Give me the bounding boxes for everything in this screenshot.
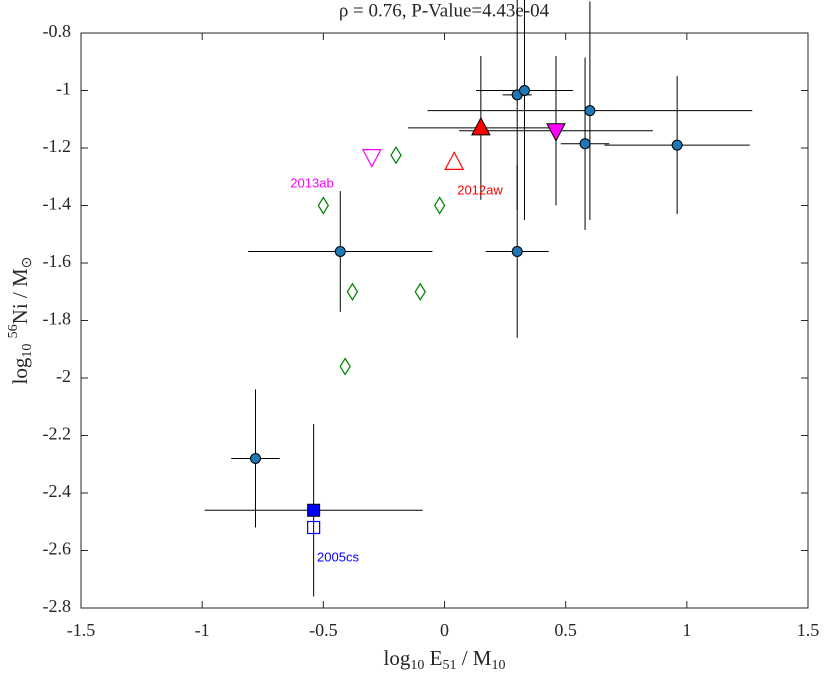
- y-tick-label: -2.4: [43, 481, 72, 501]
- point: [414, 282, 426, 301]
- point: [346, 282, 359, 301]
- x-axis-label-part: log: [384, 646, 411, 670]
- x-axis-label: log10 E51 / M10: [384, 646, 506, 673]
- y-tick-label: -1: [56, 79, 71, 99]
- x-axis-label-part: / M: [456, 646, 491, 670]
- y-axis-label-part: 56: [6, 324, 21, 338]
- point: [584, 105, 596, 117]
- point: [671, 139, 683, 151]
- chart-title: ρ = 0.76, P-Value=4.43e-04: [339, 0, 550, 21]
- y-tick-label: -0.8: [43, 21, 72, 41]
- x-axis-label-part: 10: [491, 658, 505, 673]
- point: [249, 453, 261, 464]
- y-axis-label-part: ⊙: [20, 257, 35, 269]
- y-tick-label: -2.8: [43, 596, 72, 616]
- y-tick-label: -2.2: [43, 424, 72, 444]
- y-tick-label: -2: [56, 366, 71, 386]
- x-tick-label: 1.5: [797, 620, 820, 640]
- point: [433, 196, 446, 215]
- annotation: 2013ab: [290, 175, 333, 190]
- x-axis-label-part: E: [424, 646, 442, 670]
- point: [339, 357, 351, 376]
- y-tick-label: -1.8: [43, 309, 72, 329]
- point: [579, 138, 591, 150]
- y-tick-label: -1.4: [43, 194, 72, 214]
- x-axis-label-part: 51: [442, 658, 456, 673]
- point: [390, 146, 402, 165]
- annotation: 2012aw: [457, 182, 503, 197]
- y-axis-label-part: Ni / M: [8, 268, 32, 324]
- x-tick-label: -0.5: [309, 620, 338, 640]
- x-tick-label: 0: [440, 620, 449, 640]
- y-axis-label-part: 10: [20, 344, 35, 358]
- point: [511, 246, 523, 257]
- annotation: 2005cs: [317, 549, 359, 564]
- point: [546, 123, 566, 142]
- x-axis-label-part: 10: [410, 658, 424, 673]
- y-axis-label: log10 56Ni / M⊙: [6, 257, 35, 385]
- y-tick-label: -2.6: [43, 539, 72, 559]
- point: [307, 503, 321, 517]
- point: [518, 85, 530, 96]
- x-tick-label: 0.5: [554, 620, 577, 640]
- x-tick-label: -1.5: [67, 620, 96, 640]
- x-tick-label: 1: [682, 620, 691, 640]
- y-tick-label: -1.6: [43, 251, 72, 271]
- x-tick-label: -1: [195, 620, 210, 640]
- point: [307, 520, 321, 535]
- y-axis-label-part: log: [8, 357, 32, 384]
- point: [361, 149, 382, 168]
- point: [444, 151, 465, 170]
- point: [317, 196, 330, 215]
- point: [334, 246, 346, 257]
- point: [471, 116, 491, 136]
- y-tick-label: -1.2: [43, 136, 72, 156]
